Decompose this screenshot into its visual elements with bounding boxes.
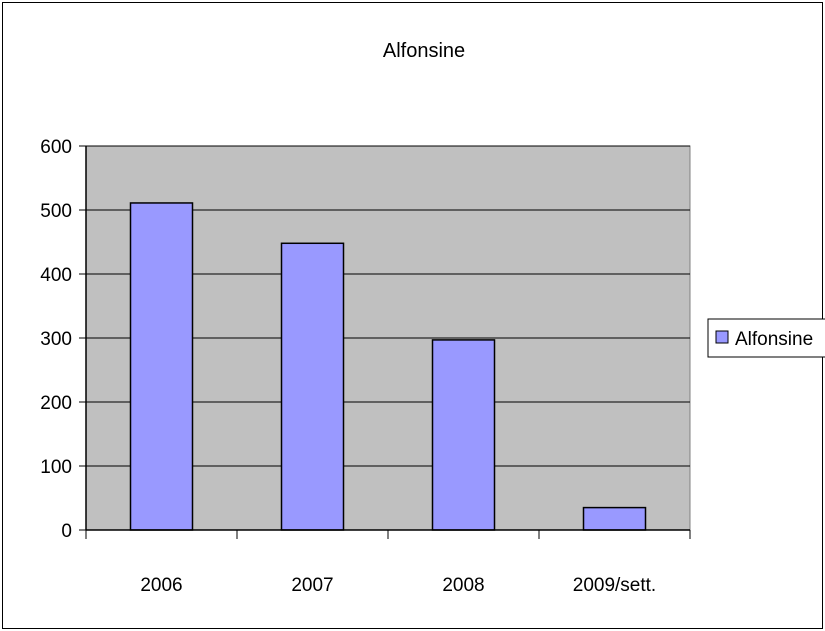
bar-2006 — [129, 202, 194, 531]
y-tick-label: 600 — [40, 137, 72, 158]
x-tick-label: 2006 — [140, 575, 182, 596]
legend-label: Alfonsine — [735, 329, 813, 350]
bar-2007 — [280, 242, 345, 531]
x-tick-label: 2008 — [442, 575, 484, 596]
y-tick-label: 400 — [40, 265, 72, 286]
y-tick-label: 300 — [40, 329, 72, 350]
y-tick-label: 200 — [40, 393, 72, 414]
bar-2009-sett- — [582, 506, 647, 531]
legend-swatch — [715, 330, 729, 344]
x-tick-label: 2007 — [291, 575, 333, 596]
x-tick-label: 2009/sett. — [573, 575, 656, 596]
y-tick-label: 100 — [40, 457, 72, 478]
bar-2008 — [431, 339, 496, 531]
y-tick-label: 0 — [61, 521, 72, 542]
y-tick-label: 500 — [40, 201, 72, 222]
chart-title: Alfonsine — [383, 40, 465, 62]
